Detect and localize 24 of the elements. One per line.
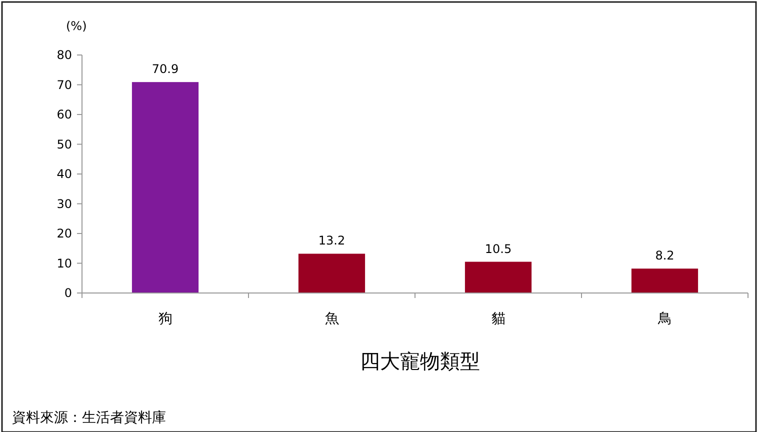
bar bbox=[132, 82, 199, 293]
x-tick-label: 魚 bbox=[324, 311, 339, 327]
bar bbox=[298, 254, 366, 293]
x-axis-title: 四大寵物類型 bbox=[360, 349, 480, 373]
y-tick-label: 70 bbox=[56, 78, 72, 92]
y-tick-label: 80 bbox=[56, 48, 72, 62]
y-tick-label: 30 bbox=[56, 196, 72, 211]
data-label: 8.2 bbox=[655, 248, 674, 263]
x-tick-label: 狗 bbox=[158, 311, 172, 327]
y-tick-label: 10 bbox=[56, 256, 72, 270]
source-note: 資料來源：生活者資料庫 bbox=[12, 410, 166, 426]
y-tick-label: 50 bbox=[56, 137, 72, 152]
x-tick-label: 貓 bbox=[491, 311, 506, 327]
y-tick-label: 60 bbox=[56, 108, 72, 122]
bar bbox=[631, 268, 698, 293]
x-tick-label: 鳥 bbox=[656, 311, 672, 327]
y-tick-label: 0 bbox=[64, 286, 72, 300]
data-label: 13.2 bbox=[318, 234, 346, 248]
data-label: 10.5 bbox=[484, 242, 512, 256]
y-tick-label: 40 bbox=[56, 167, 72, 182]
y-axis-title: (%) bbox=[66, 19, 87, 33]
bar bbox=[464, 262, 532, 293]
y-tick-label: 20 bbox=[56, 226, 72, 241]
data-label: 70.9 bbox=[152, 62, 179, 76]
